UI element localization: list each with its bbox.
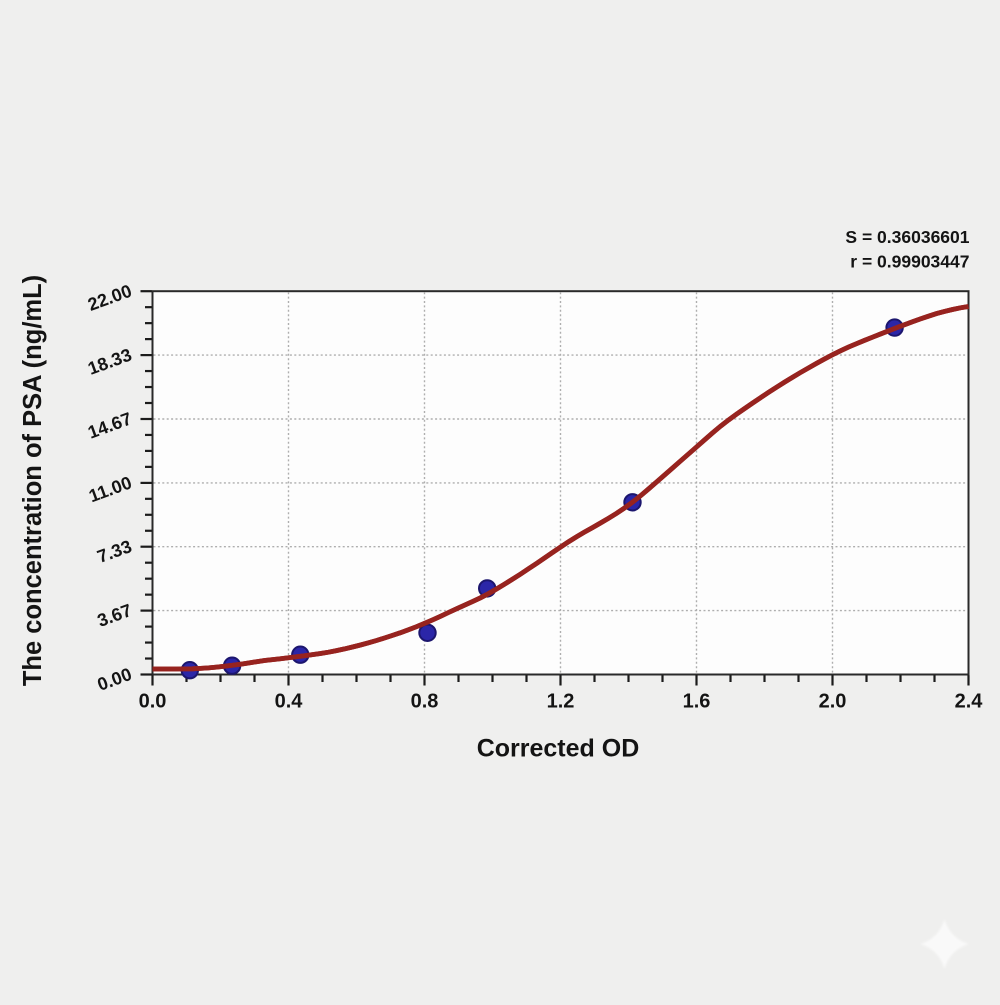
svg-text:0.0: 0.0	[139, 691, 167, 713]
svg-text:S = 0.36036601: S = 0.36036601	[845, 227, 969, 247]
svg-text:2.0: 2.0	[819, 691, 847, 713]
svg-text:0.8: 0.8	[411, 691, 439, 713]
svg-text:0.4: 0.4	[275, 691, 304, 713]
svg-text:Corrected OD: Corrected OD	[477, 735, 640, 763]
svg-text:1.2: 1.2	[547, 691, 575, 713]
svg-text:The concentration of PSA (ng/m: The concentration of PSA (ng/mL)	[19, 275, 47, 686]
svg-text:1.6: 1.6	[683, 691, 711, 713]
svg-text:r = 0.99903447: r = 0.99903447	[850, 252, 969, 272]
svg-text:2.4: 2.4	[955, 691, 984, 713]
